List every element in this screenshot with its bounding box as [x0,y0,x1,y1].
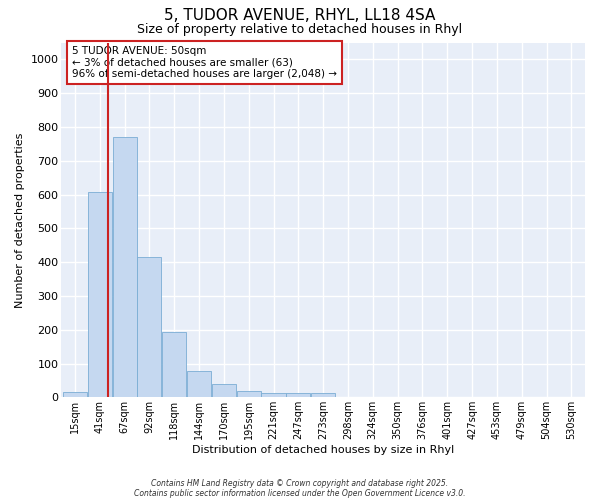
Bar [137,257,161,398]
Bar [88,192,112,398]
X-axis label: Distribution of detached houses by size in Rhyl: Distribution of detached houses by size … [192,445,454,455]
Text: 5 TUDOR AVENUE: 50sqm
← 3% of detached houses are smaller (63)
96% of semi-detac: 5 TUDOR AVENUE: 50sqm ← 3% of detached h… [72,46,337,79]
Text: 5, TUDOR AVENUE, RHYL, LL18 4SA: 5, TUDOR AVENUE, RHYL, LL18 4SA [164,8,436,22]
Bar [63,392,87,398]
Text: Contains public sector information licensed under the Open Government Licence v3: Contains public sector information licen… [134,488,466,498]
Text: Size of property relative to detached houses in Rhyl: Size of property relative to detached ho… [137,22,463,36]
Bar [212,384,236,398]
Bar [236,390,261,398]
Y-axis label: Number of detached properties: Number of detached properties [15,132,25,308]
Bar [311,393,335,398]
Bar [286,393,310,398]
Bar [113,137,137,398]
Bar [162,332,186,398]
Bar [262,392,286,398]
Bar [187,371,211,398]
Text: Contains HM Land Registry data © Crown copyright and database right 2025.: Contains HM Land Registry data © Crown c… [151,478,449,488]
